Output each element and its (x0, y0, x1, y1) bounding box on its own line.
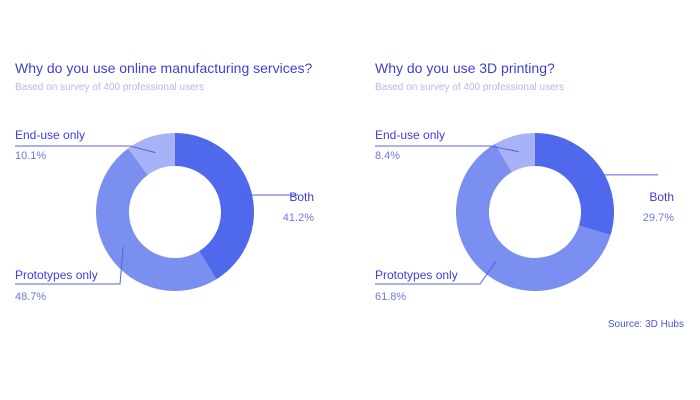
source-note: Source: 3D Hubs (607, 319, 684, 330)
donut-chart-3d-printing: Both 29.7% Prototypes only 61.8% End-use onl… (375, 128, 674, 303)
leader-line-enduse (15, 145, 156, 154)
chart-subtitle: Based on survey of 400 professional user… (15, 82, 204, 93)
slice-enduse (128, 133, 175, 175)
value-prototypes: 48.7% (15, 291, 46, 303)
slice-prototypes (456, 143, 611, 291)
label-prototypes: Prototypes only (15, 268, 98, 282)
donut-chart-manufacturing: Both 41.2% Prototypes only 48.7% End-use onl… (15, 128, 314, 303)
label-enduse: End-use only (375, 128, 445, 142)
value-both: 41.2% (283, 212, 314, 224)
slice-prototypes (95, 148, 217, 292)
label-enduse: End-use only (15, 128, 85, 142)
label-both: Both (649, 190, 674, 204)
leader-line-enduse (375, 145, 519, 153)
value-both: 29.7% (643, 212, 674, 224)
chart-title: Why do you use online manufacturing serv… (15, 60, 313, 76)
chart-panel-manufacturing: Both 41.2% Prototypes only 48.7% End-use onl… (15, 60, 314, 303)
leader-line-prototypes (15, 246, 124, 285)
label-both: Both (289, 190, 314, 204)
chart-title: Why do you use 3D printing? (375, 60, 555, 76)
slice-both (175, 133, 255, 280)
chart-subtitle: Based on survey of 400 professional user… (375, 82, 564, 93)
chart-panel-3d-printing: Both 29.7% Prototypes only 61.8% End-use onl… (360, 0, 700, 400)
value-prototypes: 61.8% (375, 291, 406, 303)
value-enduse: 8.4% (375, 150, 400, 162)
label-prototypes: Prototypes only (375, 268, 458, 282)
leader-line-prototypes (375, 260, 497, 285)
slice-both (535, 133, 614, 236)
value-enduse: 10.1% (15, 150, 46, 162)
slice-enduse (495, 133, 535, 173)
